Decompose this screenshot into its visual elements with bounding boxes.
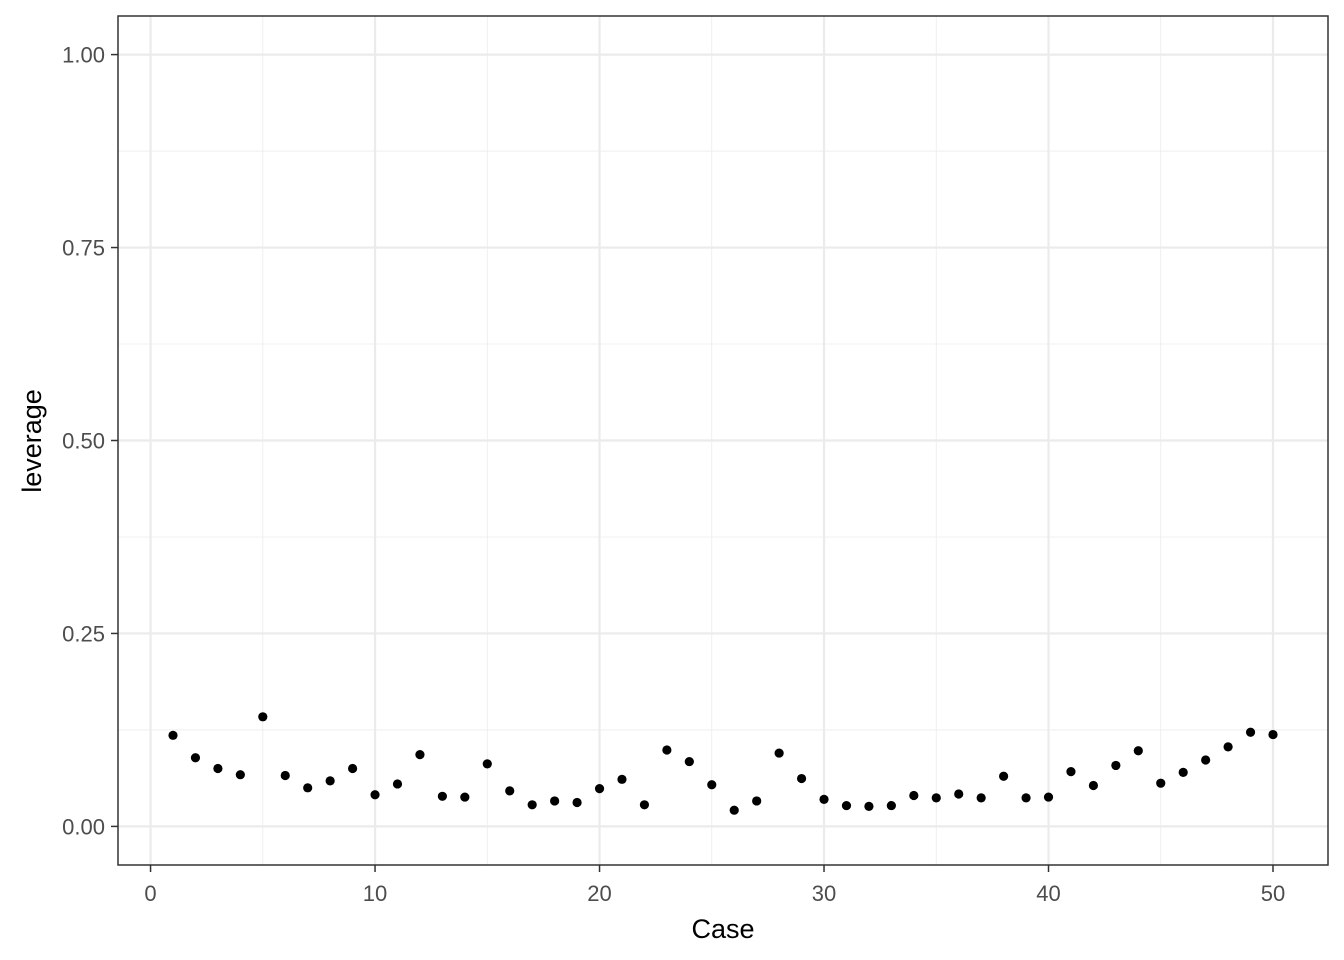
data-point xyxy=(168,730,178,740)
y-axis-ticks: 0.00 0.25 0.50 0.75 1.00 xyxy=(62,43,118,839)
data-point xyxy=(370,790,380,800)
data-point xyxy=(617,774,627,784)
data-point xyxy=(437,791,447,801)
data-point xyxy=(1111,760,1121,771)
data-point xyxy=(931,793,941,803)
x-tick-label: 0 xyxy=(144,881,156,906)
data-point xyxy=(235,770,245,780)
data-point xyxy=(460,792,470,802)
minor-gridlines xyxy=(118,16,1328,865)
data-point xyxy=(639,800,650,810)
data-point xyxy=(1245,727,1256,737)
data-point xyxy=(258,712,268,722)
data-point xyxy=(662,745,672,755)
data-point xyxy=(684,756,694,767)
y-tick-label: 0.25 xyxy=(62,621,105,646)
data-point xyxy=(347,763,358,774)
x-axis-ticks: 0 10 20 30 40 50 xyxy=(144,865,1285,906)
data-point xyxy=(594,783,605,794)
data-point xyxy=(572,797,582,808)
data-point xyxy=(976,793,986,803)
y-tick-label: 0.50 xyxy=(62,429,105,454)
data-point xyxy=(841,800,852,811)
x-tick-label: 20 xyxy=(587,881,611,906)
data-point xyxy=(550,796,560,806)
data-point xyxy=(303,783,313,793)
data-point xyxy=(796,773,807,784)
data-point xyxy=(1066,767,1076,777)
data-point xyxy=(1201,755,1211,765)
data-point xyxy=(482,759,492,769)
data-point xyxy=(909,790,919,801)
data-point xyxy=(415,750,425,760)
data-point xyxy=(392,779,403,789)
x-tick-label: 50 xyxy=(1261,881,1285,906)
x-tick-label: 30 xyxy=(812,881,836,906)
major-gridlines xyxy=(118,16,1328,865)
data-point xyxy=(1043,792,1054,802)
data-point xyxy=(1178,767,1188,777)
data-point xyxy=(1223,742,1233,752)
data-point xyxy=(213,763,223,774)
data-point xyxy=(505,786,515,796)
data-point xyxy=(325,776,335,786)
data-point xyxy=(954,789,964,799)
x-tick-label: 10 xyxy=(363,881,387,906)
data-point xyxy=(774,748,784,758)
y-tick-label: 1.00 xyxy=(62,43,105,68)
data-point xyxy=(864,801,874,811)
data-point xyxy=(999,771,1009,781)
y-tick-label: 0.75 xyxy=(62,236,105,261)
x-tick-label: 40 xyxy=(1036,881,1060,906)
data-point xyxy=(1088,780,1099,791)
data-point xyxy=(1133,746,1143,756)
y-axis-title: leverage xyxy=(17,389,47,493)
data-point xyxy=(527,800,537,810)
data-point xyxy=(819,794,829,804)
data-point xyxy=(280,770,290,781)
data-point xyxy=(707,780,717,790)
data-point xyxy=(729,805,739,815)
data-point xyxy=(190,753,201,763)
data-points xyxy=(168,712,1278,815)
data-point xyxy=(1156,778,1166,788)
y-tick-label: 0.00 xyxy=(62,814,105,839)
data-point xyxy=(886,800,896,811)
data-point xyxy=(1268,729,1278,740)
data-point xyxy=(1021,793,1031,803)
data-point xyxy=(752,796,762,806)
x-axis-title: Case xyxy=(691,914,754,944)
